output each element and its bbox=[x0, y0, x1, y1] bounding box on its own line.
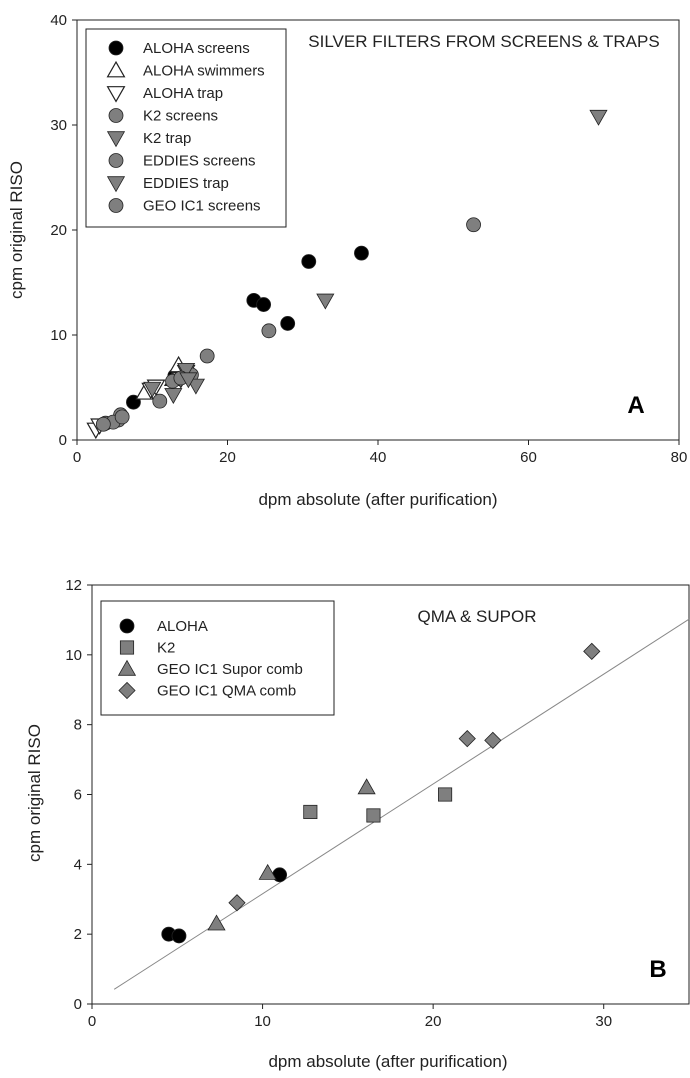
legend-marker bbox=[106, 131, 126, 148]
y-tick-label: 12 bbox=[65, 577, 82, 594]
chart-title: QMA & SUPOR bbox=[417, 607, 536, 626]
data-point bbox=[484, 731, 502, 749]
legend-label: GEO IC1 Supor comb bbox=[157, 661, 303, 678]
x-tick-label: 20 bbox=[219, 449, 236, 466]
y-tick-label: 4 bbox=[74, 856, 82, 873]
data-point bbox=[114, 409, 130, 425]
x-tick-label: 0 bbox=[73, 449, 81, 466]
data-point bbox=[366, 808, 381, 823]
x-tick-label: 0 bbox=[88, 1013, 96, 1030]
y-tick-label: 10 bbox=[65, 647, 82, 664]
legend-marker bbox=[106, 86, 126, 103]
data-point bbox=[316, 293, 335, 310]
axis-ticks: 0 10 20 30 0 2 4 6 8 10 12 bbox=[65, 577, 612, 1030]
legend-marker bbox=[119, 640, 135, 655]
x-tick-label: 60 bbox=[520, 449, 537, 466]
legend-label: ALOHA swimmers bbox=[143, 63, 265, 80]
data-point bbox=[179, 372, 198, 389]
legend-box bbox=[100, 600, 335, 716]
data-point bbox=[354, 245, 369, 261]
data-point bbox=[199, 348, 215, 364]
panel-b: QMA & SUPOR B dpm absolute (after purifi… bbox=[25, 577, 690, 1071]
x-tick-label: 40 bbox=[370, 449, 387, 466]
data-point bbox=[589, 109, 608, 126]
legend-marker bbox=[117, 659, 137, 676]
y-tick-label: 6 bbox=[74, 787, 82, 804]
y-tick-label: 0 bbox=[59, 432, 67, 449]
data-point bbox=[228, 894, 246, 912]
chart-title: SILVER FILTERS FROM SCREENS & TRAPS bbox=[308, 32, 659, 51]
y-tick-label: 2 bbox=[74, 926, 82, 943]
legend-marker bbox=[108, 40, 124, 56]
legend-label: GEO IC1 screens bbox=[143, 198, 261, 215]
legend: ALOHA screens ALOHA swimmers ALOHA trap K2 … bbox=[106, 40, 265, 215]
x-tick-label: 20 bbox=[425, 1013, 442, 1030]
data-point bbox=[95, 416, 111, 432]
legend-label: K2 bbox=[157, 640, 175, 657]
panel-label: B bbox=[649, 956, 666, 983]
data-point bbox=[357, 778, 376, 795]
x-tick-label: 80 bbox=[671, 449, 688, 466]
data-point bbox=[177, 362, 196, 379]
data-point bbox=[303, 804, 318, 820]
legend-label: ALOHA trap bbox=[143, 85, 223, 102]
legend-label: EDDIES screens bbox=[143, 153, 256, 170]
data-point bbox=[152, 393, 168, 409]
y-tick-label: 20 bbox=[50, 222, 67, 239]
x-tick-label: 10 bbox=[254, 1013, 271, 1030]
legend-marker bbox=[106, 176, 126, 193]
y-tick-label: 0 bbox=[74, 996, 82, 1013]
y-tick-label: 40 bbox=[50, 12, 67, 29]
legend-label: K2 trap bbox=[143, 130, 191, 147]
data-point bbox=[466, 217, 481, 233]
data-point bbox=[164, 388, 183, 405]
x-axis-title: dpm absolute (after purification) bbox=[258, 490, 497, 509]
data-point bbox=[256, 297, 272, 312]
data-point bbox=[438, 787, 453, 802]
data-point bbox=[280, 316, 296, 331]
legend-label: ALOHA screens bbox=[143, 40, 250, 57]
data-point bbox=[171, 928, 187, 944]
legend: ALOHA K2 GEO IC1 Supor comb GEO IC1 QMA com… bbox=[117, 618, 303, 700]
panel-a: SILVER FILTERS FROM SCREENS & TRAPS A dp… bbox=[7, 12, 687, 509]
x-axis-title: dpm absolute (after purification) bbox=[268, 1052, 507, 1071]
legend-label: ALOHA bbox=[157, 618, 208, 635]
data-point bbox=[261, 323, 277, 339]
legend-label: GEO IC1 QMA comb bbox=[157, 683, 296, 700]
y-tick-label: 30 bbox=[50, 117, 67, 134]
y-axis-title: cpm original RISO bbox=[25, 724, 44, 862]
y-axis-title: cpm original RISO bbox=[7, 161, 26, 299]
legend-marker bbox=[108, 153, 124, 168]
legend-box bbox=[85, 28, 287, 228]
legend-marker bbox=[108, 108, 124, 123]
legend-marker bbox=[108, 198, 124, 213]
panel-label: A bbox=[627, 392, 644, 419]
legend-label: EDDIES trap bbox=[143, 175, 229, 192]
data-point bbox=[583, 642, 601, 660]
data-point bbox=[207, 914, 226, 931]
data-point bbox=[186, 378, 205, 395]
data-point bbox=[258, 863, 277, 880]
y-tick-label: 8 bbox=[74, 717, 82, 734]
x-tick-label: 30 bbox=[595, 1013, 612, 1030]
data-points bbox=[86, 109, 608, 440]
data-point bbox=[301, 254, 317, 269]
legend-marker bbox=[118, 681, 136, 700]
data-point bbox=[143, 381, 162, 398]
legend-marker bbox=[119, 618, 135, 634]
legend-marker bbox=[106, 60, 126, 78]
data-points bbox=[161, 642, 601, 944]
legend-label: K2 screens bbox=[143, 108, 218, 125]
axis-ticks: 0 20 40 60 80 0 10 20 30 40 bbox=[50, 12, 687, 466]
y-tick-label: 10 bbox=[50, 327, 67, 344]
data-point bbox=[458, 730, 476, 748]
